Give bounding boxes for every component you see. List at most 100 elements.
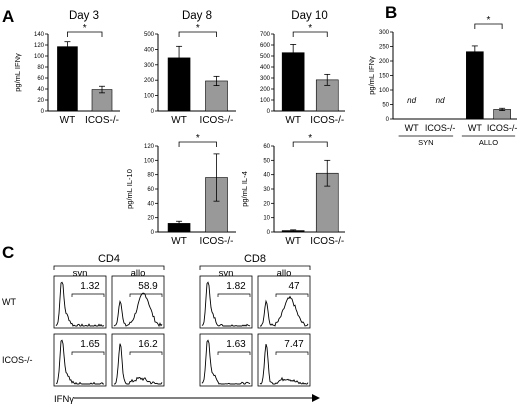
gate-marker <box>275 293 309 297</box>
bar-wt <box>167 57 191 112</box>
x-category-label: WT <box>405 123 419 133</box>
bar-wt <box>57 46 78 112</box>
y-tick-label: 120 <box>144 144 155 150</box>
x-category-label: WT <box>285 115 301 126</box>
y-tick-label: 200 <box>144 78 155 84</box>
histogram-trace <box>201 281 251 327</box>
significance-star: * <box>83 23 87 34</box>
y-tick-label: 20 <box>37 98 44 104</box>
gate-marker <box>217 293 251 297</box>
x-category-label: ICOS-/- <box>85 115 119 126</box>
chart-a-day10: 0 100 200 300 400 500 600 700 Day 10 WT ICOS-/- * <box>260 10 345 126</box>
histogram-trace <box>55 339 105 385</box>
histogram-trace <box>55 281 105 327</box>
y-tick-label: 600 <box>260 43 271 49</box>
significance-star: * <box>196 23 200 34</box>
histogram-cell: 1.32 <box>53 275 107 329</box>
y-tick-label: 0 <box>386 117 390 123</box>
y-tick-label: 300 <box>144 63 155 69</box>
histogram-trace <box>201 339 251 385</box>
y-tick-label: 100 <box>379 88 390 94</box>
y-tick-label: 0 <box>151 109 155 115</box>
histogram-trace <box>259 343 309 385</box>
y-tick-label: 400 <box>144 47 155 53</box>
y-tick-label: 80 <box>147 173 154 179</box>
column-label-allo: allo <box>131 268 146 279</box>
column-group-bracket <box>53 265 165 270</box>
y-tick-label: 60 <box>147 187 154 193</box>
not-detected-label: nd <box>407 96 416 105</box>
histogram-cell: 7.47 <box>257 333 311 387</box>
histogram-frame <box>257 333 311 387</box>
bar-wt <box>167 223 191 233</box>
group-label-syn: SYN <box>418 138 433 147</box>
significance-bracket <box>292 31 328 37</box>
y-tick-label: 500 <box>260 54 271 60</box>
ifng-axis-arrowhead <box>312 394 320 402</box>
significance-star: * <box>308 133 312 144</box>
significance-bracket <box>67 31 103 37</box>
y-axis-label: pg/mL IFNγ <box>367 56 376 95</box>
histogram-trace <box>260 295 309 327</box>
column-label-allo: allo <box>277 268 292 279</box>
x-category-label: ICOS-/- <box>200 236 234 247</box>
y-tick-label: 300 <box>260 76 271 82</box>
panel-letter-c: C <box>2 243 14 262</box>
y-tick-label: 200 <box>379 59 390 65</box>
histogram-trace <box>113 292 163 328</box>
histogram-cell: 47 <box>257 275 311 329</box>
x-category-label: WT <box>60 115 76 126</box>
chart-a-il4: 0 10 20 30 40 50 60 pg/mL IL-4 WT ICOS-/- * <box>240 133 345 247</box>
y-tick-label: 60 <box>37 76 44 82</box>
histogram-cell: 1.65 <box>53 333 107 387</box>
y-tick-label: 40 <box>147 201 154 207</box>
x-category-label: ICOS-/- <box>200 115 234 126</box>
x-category-label: ICOS-/- <box>310 236 344 247</box>
column-label-syn: syn <box>219 268 234 279</box>
column-label-syn: syn <box>73 268 88 279</box>
not-detected-label: nd <box>436 96 445 105</box>
column-group-cd8: CD8 <box>244 253 266 265</box>
y-tick-label: 300 <box>379 30 390 36</box>
y-tick-label: 50 <box>382 103 389 109</box>
group-label-allo: ALLO <box>479 138 498 147</box>
y-tick-label: 400 <box>260 65 271 71</box>
gate-marker <box>129 351 163 355</box>
bar-wt <box>281 52 305 112</box>
y-tick-label: 0 <box>267 230 271 236</box>
row-label: ICOS-/- <box>2 355 33 365</box>
y-tick-label: 0 <box>151 230 155 236</box>
y-tick-label: 40 <box>37 87 44 93</box>
y-tick-label: 250 <box>379 45 390 51</box>
y-tick-label: 60 <box>263 144 270 150</box>
gate-percentage: 47 <box>288 281 300 292</box>
y-tick-label: 40 <box>263 173 270 179</box>
histogram-trace <box>113 343 163 385</box>
y-tick-label: 20 <box>263 201 270 207</box>
y-tick-label: 700 <box>260 32 271 38</box>
histogram-cell: 1.63 <box>199 333 253 387</box>
chart-title: Day 10 <box>291 10 327 22</box>
significance-star: * <box>487 15 491 26</box>
gate-marker <box>71 293 105 297</box>
significance-star: * <box>196 133 200 144</box>
gate-percentage: 1.65 <box>80 339 100 350</box>
gate-percentage: 1.82 <box>226 281 246 292</box>
significance-bracket <box>178 141 217 147</box>
histogram-cell: 58.9 <box>111 275 165 329</box>
x-category-label: ICOS-/- <box>310 115 344 126</box>
x-category-label: WT <box>468 123 482 133</box>
y-tick-label: 80 <box>37 65 44 71</box>
y-tick-label: 100 <box>34 54 45 60</box>
gate-percentage: 16.2 <box>138 339 158 350</box>
y-tick-label: 0 <box>267 109 271 115</box>
y-axis-label: pg/mL IL-4 <box>240 171 249 207</box>
gate-percentage: 1.63 <box>226 339 246 350</box>
significance-bracket <box>178 31 217 37</box>
bar-wt <box>466 51 484 120</box>
y-tick-label: 0 <box>41 109 45 115</box>
gate-percentage: 58.9 <box>138 281 158 292</box>
y-tick-label: 500 <box>144 32 155 38</box>
